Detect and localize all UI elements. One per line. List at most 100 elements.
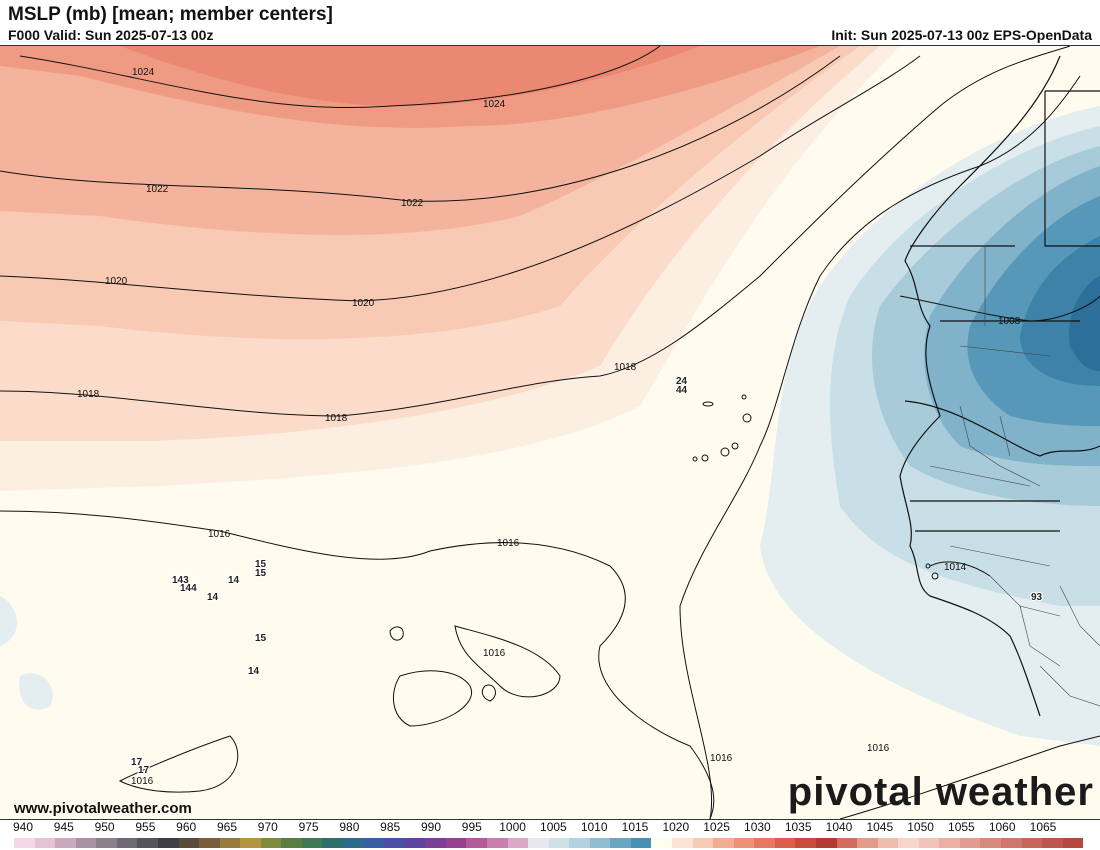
scale-tick-label: 985 [380,820,401,834]
scale-swatch [733,838,755,848]
website-url[interactable]: www.pivotalweather.com [14,800,192,817]
scale-swatch [610,838,631,848]
scale-swatch [96,838,117,848]
scale-swatch [219,838,241,848]
center-label: 14 [228,575,240,586]
scale-swatch [774,838,796,848]
scale-tick-label: 960 [176,820,197,834]
isobar-label: 1018 [325,413,348,424]
color-scale: 940 945 950 955 960 965 970 975 980 985 990 995 1000… [0,818,1100,850]
scale-swatch [898,838,919,848]
isobar-label: 1016 [483,648,506,659]
center-label: 15 [255,559,267,570]
scale-swatch [918,838,940,848]
scale-tick-label: 950 [94,820,115,834]
scale-swatch [178,838,200,848]
scale-tick-label: 1040 [825,820,853,834]
center-label: 15 [255,568,267,579]
scale-tick-label: 995 [461,820,482,834]
center-label: 44 [676,385,688,396]
scale-swatch [240,838,261,848]
scale-tick-label: 945 [53,820,74,834]
scale-swatch [281,838,302,848]
scale-tick-label: 1000 [499,820,526,834]
scale-swatch [1062,838,1084,848]
scale-swatch [343,838,364,848]
scale-swatch [569,838,590,848]
scale-tick-label: 940 [12,820,34,834]
center-label: 14 [248,666,260,677]
scale-tick-label: 1020 [662,820,690,834]
scale-swatch [589,838,611,848]
scale-tick-label: 1065 [1029,820,1057,834]
scale-tick-label: 1055 [948,820,975,834]
scale-swatch [1001,838,1022,848]
scale-swatch [425,838,446,848]
scale-tick-label: 1035 [784,820,812,834]
scale-swatch [713,838,734,848]
scale-swatch [301,838,323,848]
center-label: 144 [180,583,197,594]
scale-swatch [1042,838,1063,848]
scale-swatch [1021,838,1043,848]
scale-swatch [507,838,529,848]
isobar-label: 1016 [710,753,733,764]
init-time: Init: Sun 2025-07-13 00z EPS-OpenData [831,27,1092,43]
scale-tick-label: 1045 [866,820,894,834]
scale-swatch [980,838,1001,848]
center-label: 93 [1031,592,1043,603]
scale-swatch [486,838,508,848]
isobar-label: 1014 [944,562,967,573]
scale-swatch [466,838,487,848]
scale-swatch [815,838,837,848]
isobar-label: 1024 [132,67,155,78]
scale-tick-label: 1050 [907,820,934,834]
scale-swatch [445,838,467,848]
scale-tick-label: 1060 [988,820,1016,834]
center-label: 143 [172,575,189,586]
scale-swatch [260,838,282,848]
scale-tick-label: 1010 [580,820,608,834]
center-label: 15 [255,633,267,644]
scale-swatch [14,838,35,848]
scale-swatch [137,838,158,848]
scale-swatch [959,838,981,848]
isobar-label: 1016 [497,538,520,549]
isobar-label: 1018 [77,389,100,400]
isobar-label: 1018 [614,362,637,373]
scale-swatch [548,838,570,848]
center-label: 14 [207,592,219,603]
scale-tick-label: 990 [420,820,442,834]
scale-swatch [404,838,426,848]
pressure-map: 1024 1024 1022 1022 1020 1020 1018 1018 … [0,46,1100,819]
scale-tick-label: 1030 [744,820,771,834]
scale-bar [14,838,1084,848]
scale-swatch [55,838,76,848]
center-label: 24 [676,376,688,387]
isobar-label: 1020 [352,298,375,309]
scale-tick-label: 955 [135,820,156,834]
scale-swatch [363,838,385,848]
scale-tick-label: 965 [216,820,238,834]
scale-swatch [877,838,899,848]
scale-swatch [528,838,549,848]
isobar-label: 1008 [998,316,1021,327]
isobar-label: 1022 [401,198,424,209]
scale-tick-label: 980 [339,820,360,834]
scale-swatch [939,838,960,848]
center-label: 17 [131,757,143,768]
map-title: MSLP (mb) [mean; member centers] [8,4,333,25]
scale-swatch [75,838,97,848]
scale-swatch [857,838,878,848]
scale-swatch [836,838,858,848]
scale-swatch [157,838,179,848]
scale-swatch [692,838,714,848]
valid-time: F000 Valid: Sun 2025-07-13 00z [8,27,214,43]
scale-swatch [384,838,405,848]
scale-swatch [116,838,138,848]
isobar-label: 1016 [208,529,231,540]
scale-tick-label: 970 [257,820,278,834]
scale-swatch [795,838,816,848]
scale-swatch [34,838,56,848]
isobar-label: 1024 [483,99,506,110]
